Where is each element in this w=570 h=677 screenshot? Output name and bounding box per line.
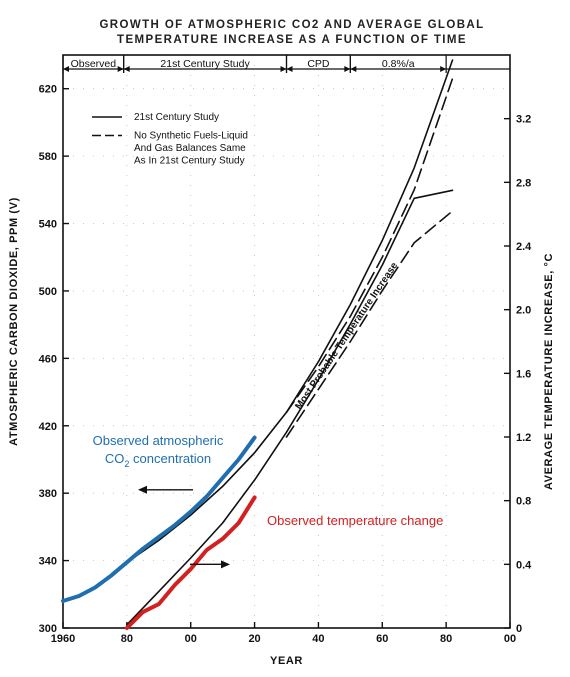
y-tick-label-right: 0 — [516, 623, 522, 635]
x-tick-label: 00 — [185, 633, 197, 645]
axis-labels: YEAR ATMOSPHERIC CARBON DIOXIDE, PPM (V)… — [8, 197, 555, 667]
phase-bar: Observed 21st Century Study CPD 0.8%/a — [62, 55, 510, 73]
observed-co2-label: Observed atmospheric — [93, 433, 224, 448]
y-tick-label-right: 1.6 — [516, 368, 531, 380]
x-tick-label: 40 — [312, 633, 324, 645]
series-line — [61, 435, 257, 603]
phase-arrow-right — [344, 66, 351, 72]
series-line — [285, 77, 454, 414]
legend-label: 21st Century Study — [134, 112, 219, 123]
y-tick-label-left: 540 — [39, 219, 57, 231]
y-tick-label-left: 340 — [39, 556, 57, 568]
series-line — [124, 495, 257, 630]
phase-arrow-left — [350, 66, 357, 72]
phase-arrow-right — [117, 66, 124, 72]
phase-arrow-right — [440, 66, 447, 72]
phase-arrow-left — [63, 66, 69, 72]
phase-arrow-left — [286, 66, 293, 72]
phase-label: CPD — [307, 58, 330, 70]
y-tick-label-left: 500 — [39, 286, 57, 298]
x-tick-label: 1960 — [51, 633, 75, 645]
phase-label: Observed — [71, 58, 117, 70]
phase-arrow-right — [280, 66, 287, 72]
y-tick-label-right: 0.8 — [516, 496, 531, 508]
y-tick-label-left: 420 — [39, 421, 57, 433]
series-line — [285, 210, 454, 438]
plot-frame — [62, 54, 511, 629]
y-axis-label-left: ATMOSPHERIC CARBON DIOXIDE, PPM (V) — [8, 197, 20, 446]
series — [61, 59, 454, 630]
observed-co2-label-line2: CO2 concentration — [105, 451, 211, 469]
y-tick-label-left: 460 — [39, 353, 57, 365]
y-tick-label-left: 300 — [39, 623, 57, 635]
legend-label: And Gas Balances Same — [134, 143, 246, 154]
y-tick-label-left: 380 — [39, 488, 57, 500]
y-tick-label-right: 0.4 — [516, 559, 532, 571]
phase-label: 21st Century Study — [160, 58, 250, 70]
title-line-1: GROWTH OF ATMOSPHERIC CO2 AND AVERAGE GL… — [99, 19, 484, 31]
axis-ticks: 1960 80 00 20 40 60 80 00 300 340 380 420 460 500 540 5… — [39, 84, 533, 645]
phase-label: 0.8%/a — [382, 58, 415, 70]
axis-arrow-left-head — [138, 485, 147, 494]
x-tick-label: 20 — [248, 633, 260, 645]
y-tick-label-right: 2.8 — [516, 177, 531, 189]
y-tick-label-right: 3.2 — [516, 114, 531, 126]
legend-label: As In 21st Century Study — [134, 156, 245, 167]
y-axis-label-right: AVERAGE TEMPERATURE INCREASE, °C — [543, 253, 555, 490]
x-tick-label: 00 — [504, 633, 516, 645]
phase-arrow-left — [123, 66, 130, 72]
axis-arrow-right-head — [221, 560, 230, 569]
x-tick-label: 80 — [440, 633, 452, 645]
observed-temperature-label: Observed temperature change — [267, 513, 443, 528]
y-tick-label-left: 580 — [39, 151, 57, 163]
title: GROWTH OF ATMOSPHERIC CO2 AND AVERAGE GL… — [99, 19, 484, 46]
y-tick-label-right: 1.2 — [516, 432, 531, 444]
x-axis-label: YEAR — [270, 655, 303, 667]
annotation-label: Most Probable Temperature Increase — [293, 260, 400, 411]
x-tick-label: 80 — [121, 633, 133, 645]
y-tick-label-right: 2.0 — [516, 305, 531, 317]
x-tick-label: 60 — [376, 633, 388, 645]
grid — [62, 55, 511, 629]
legend: 21st Century Study No Synthetic Fuels-Liq… — [92, 112, 248, 167]
y-tick-label-right: 2.4 — [516, 241, 532, 253]
series-line — [126, 189, 454, 626]
title-line-2: TEMPERATURE INCREASE AS A FUNCTION OF TI… — [117, 34, 467, 46]
y-tick-label-left: 620 — [39, 84, 57, 96]
legend-label: No Synthetic Fuels-Liquid — [134, 131, 248, 142]
